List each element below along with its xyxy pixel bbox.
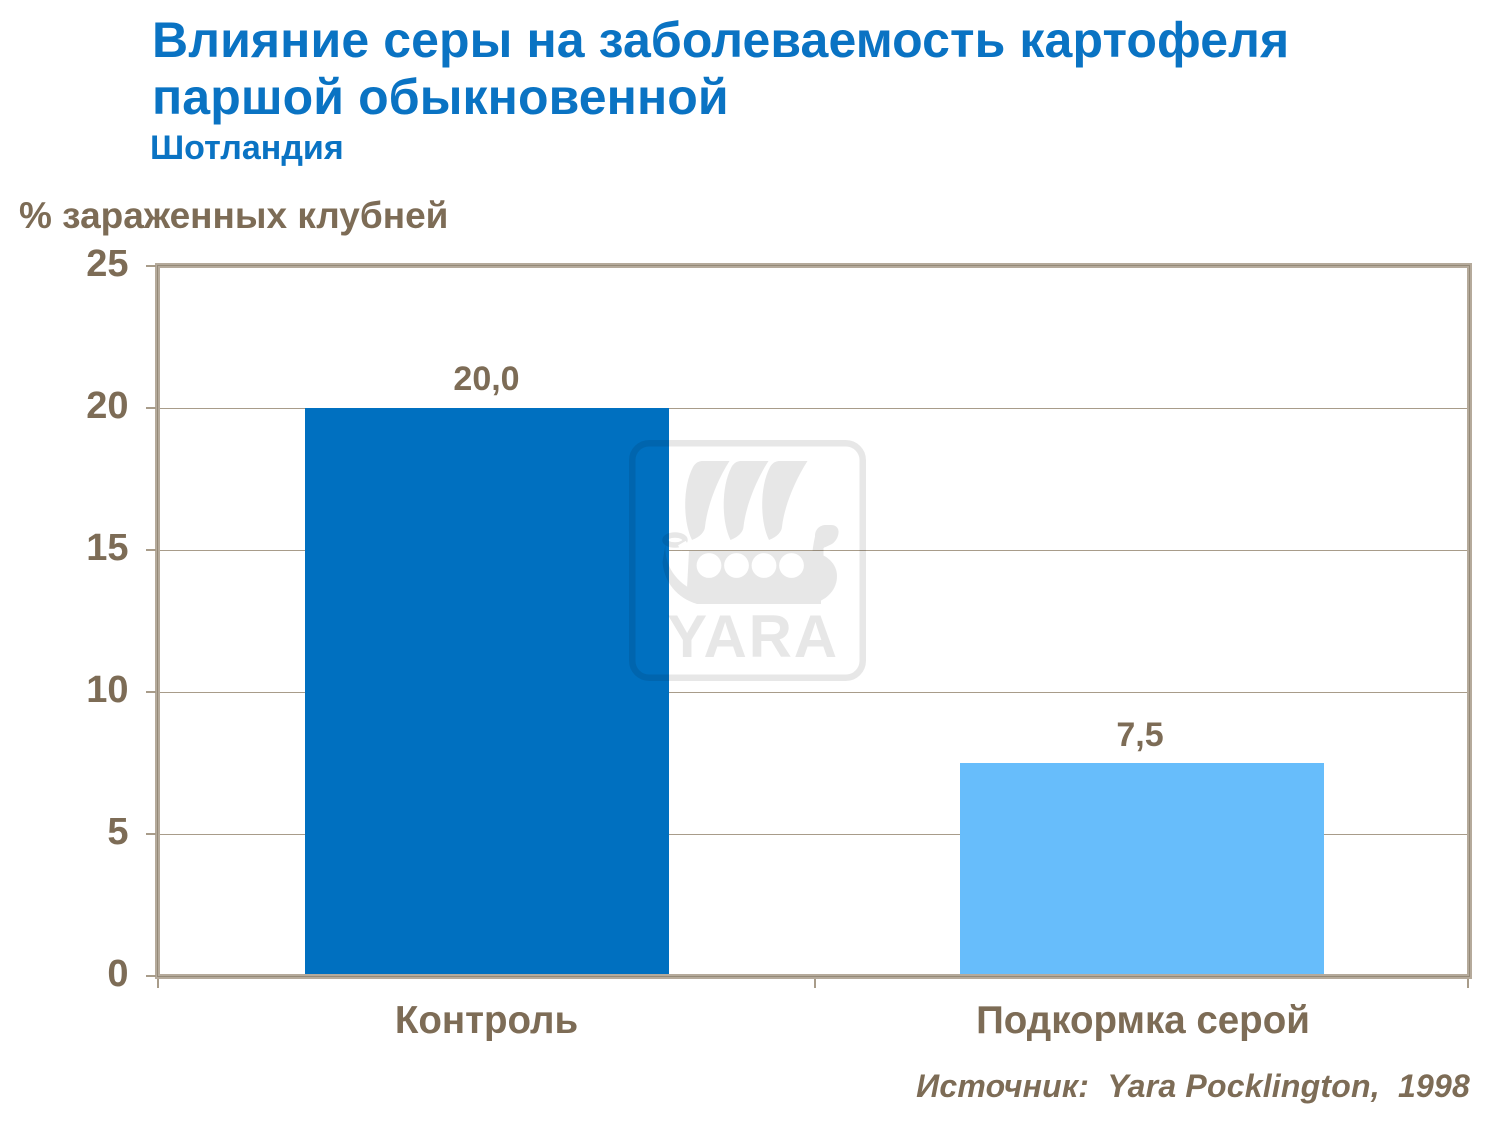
svg-text:YARA: YARA — [667, 603, 839, 670]
